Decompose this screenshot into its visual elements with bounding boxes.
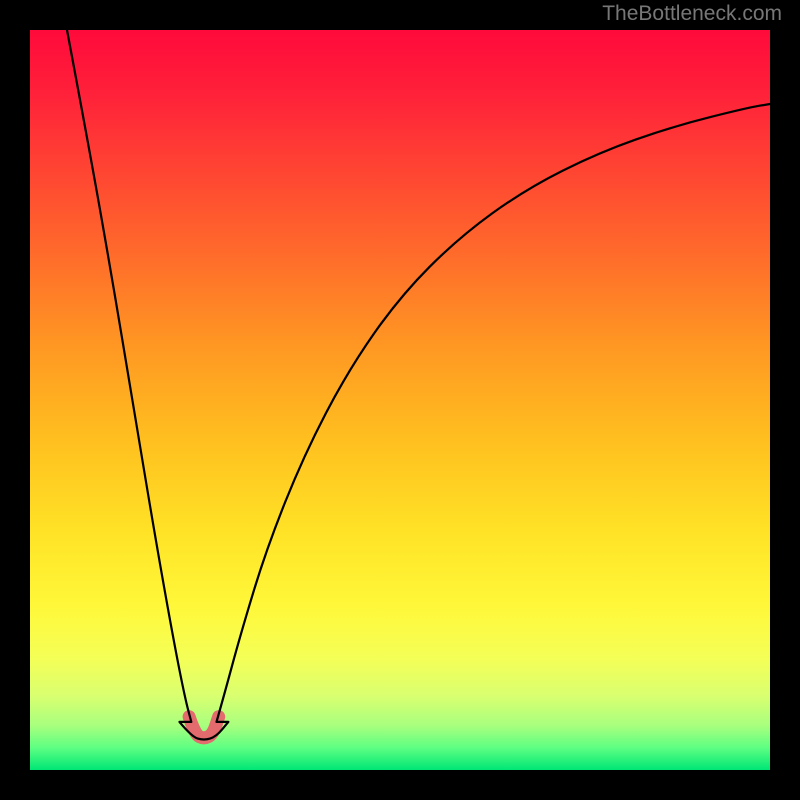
bottleneck-chart-svg	[0, 0, 800, 800]
chart-canvas: TheBottleneck.com	[0, 0, 800, 800]
watermark-text: TheBottleneck.com	[602, 2, 782, 26]
gradient-background	[30, 30, 770, 770]
